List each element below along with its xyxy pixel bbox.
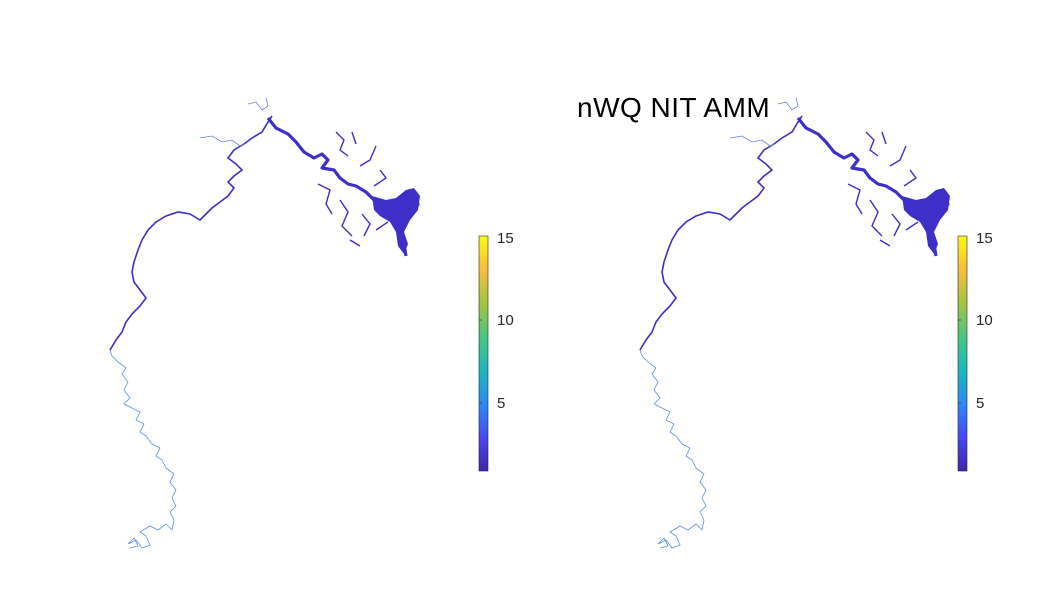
right-main-river xyxy=(639,115,803,351)
left-river-map xyxy=(109,97,420,549)
left-upstream-river xyxy=(109,349,177,549)
right-tributary-nw xyxy=(729,135,775,147)
right-river-map xyxy=(639,97,950,549)
right-colorbar-tick-label: 5 xyxy=(976,395,984,412)
left-main-river xyxy=(109,115,273,351)
right-tributary-top xyxy=(777,97,799,111)
right-colorbar-tick-label: 15 xyxy=(976,230,993,247)
right-estuary-body xyxy=(902,188,950,254)
left-colorbar: 5 10 15 xyxy=(478,230,514,472)
right-estuary-branches xyxy=(847,131,919,247)
left-colorbar-gradient xyxy=(478,235,489,472)
left-colorbar-tick-label: 10 xyxy=(497,312,514,329)
left-tributary-top xyxy=(247,97,269,111)
left-tributary-nw xyxy=(199,135,245,147)
left-colorbar-tick-label: 5 xyxy=(497,395,505,412)
left-estuary-branches xyxy=(317,131,389,247)
right-colorbar: 5 10 15 xyxy=(957,230,993,472)
right-colorbar-gradient xyxy=(957,235,968,472)
right-upstream-river xyxy=(639,349,707,549)
figure-title: nWQ NIT AMM xyxy=(577,92,771,123)
left-estuary-body xyxy=(372,188,420,254)
right-colorbar-tick-label: 10 xyxy=(976,312,993,329)
left-colorbar-tick-label: 15 xyxy=(497,230,514,247)
